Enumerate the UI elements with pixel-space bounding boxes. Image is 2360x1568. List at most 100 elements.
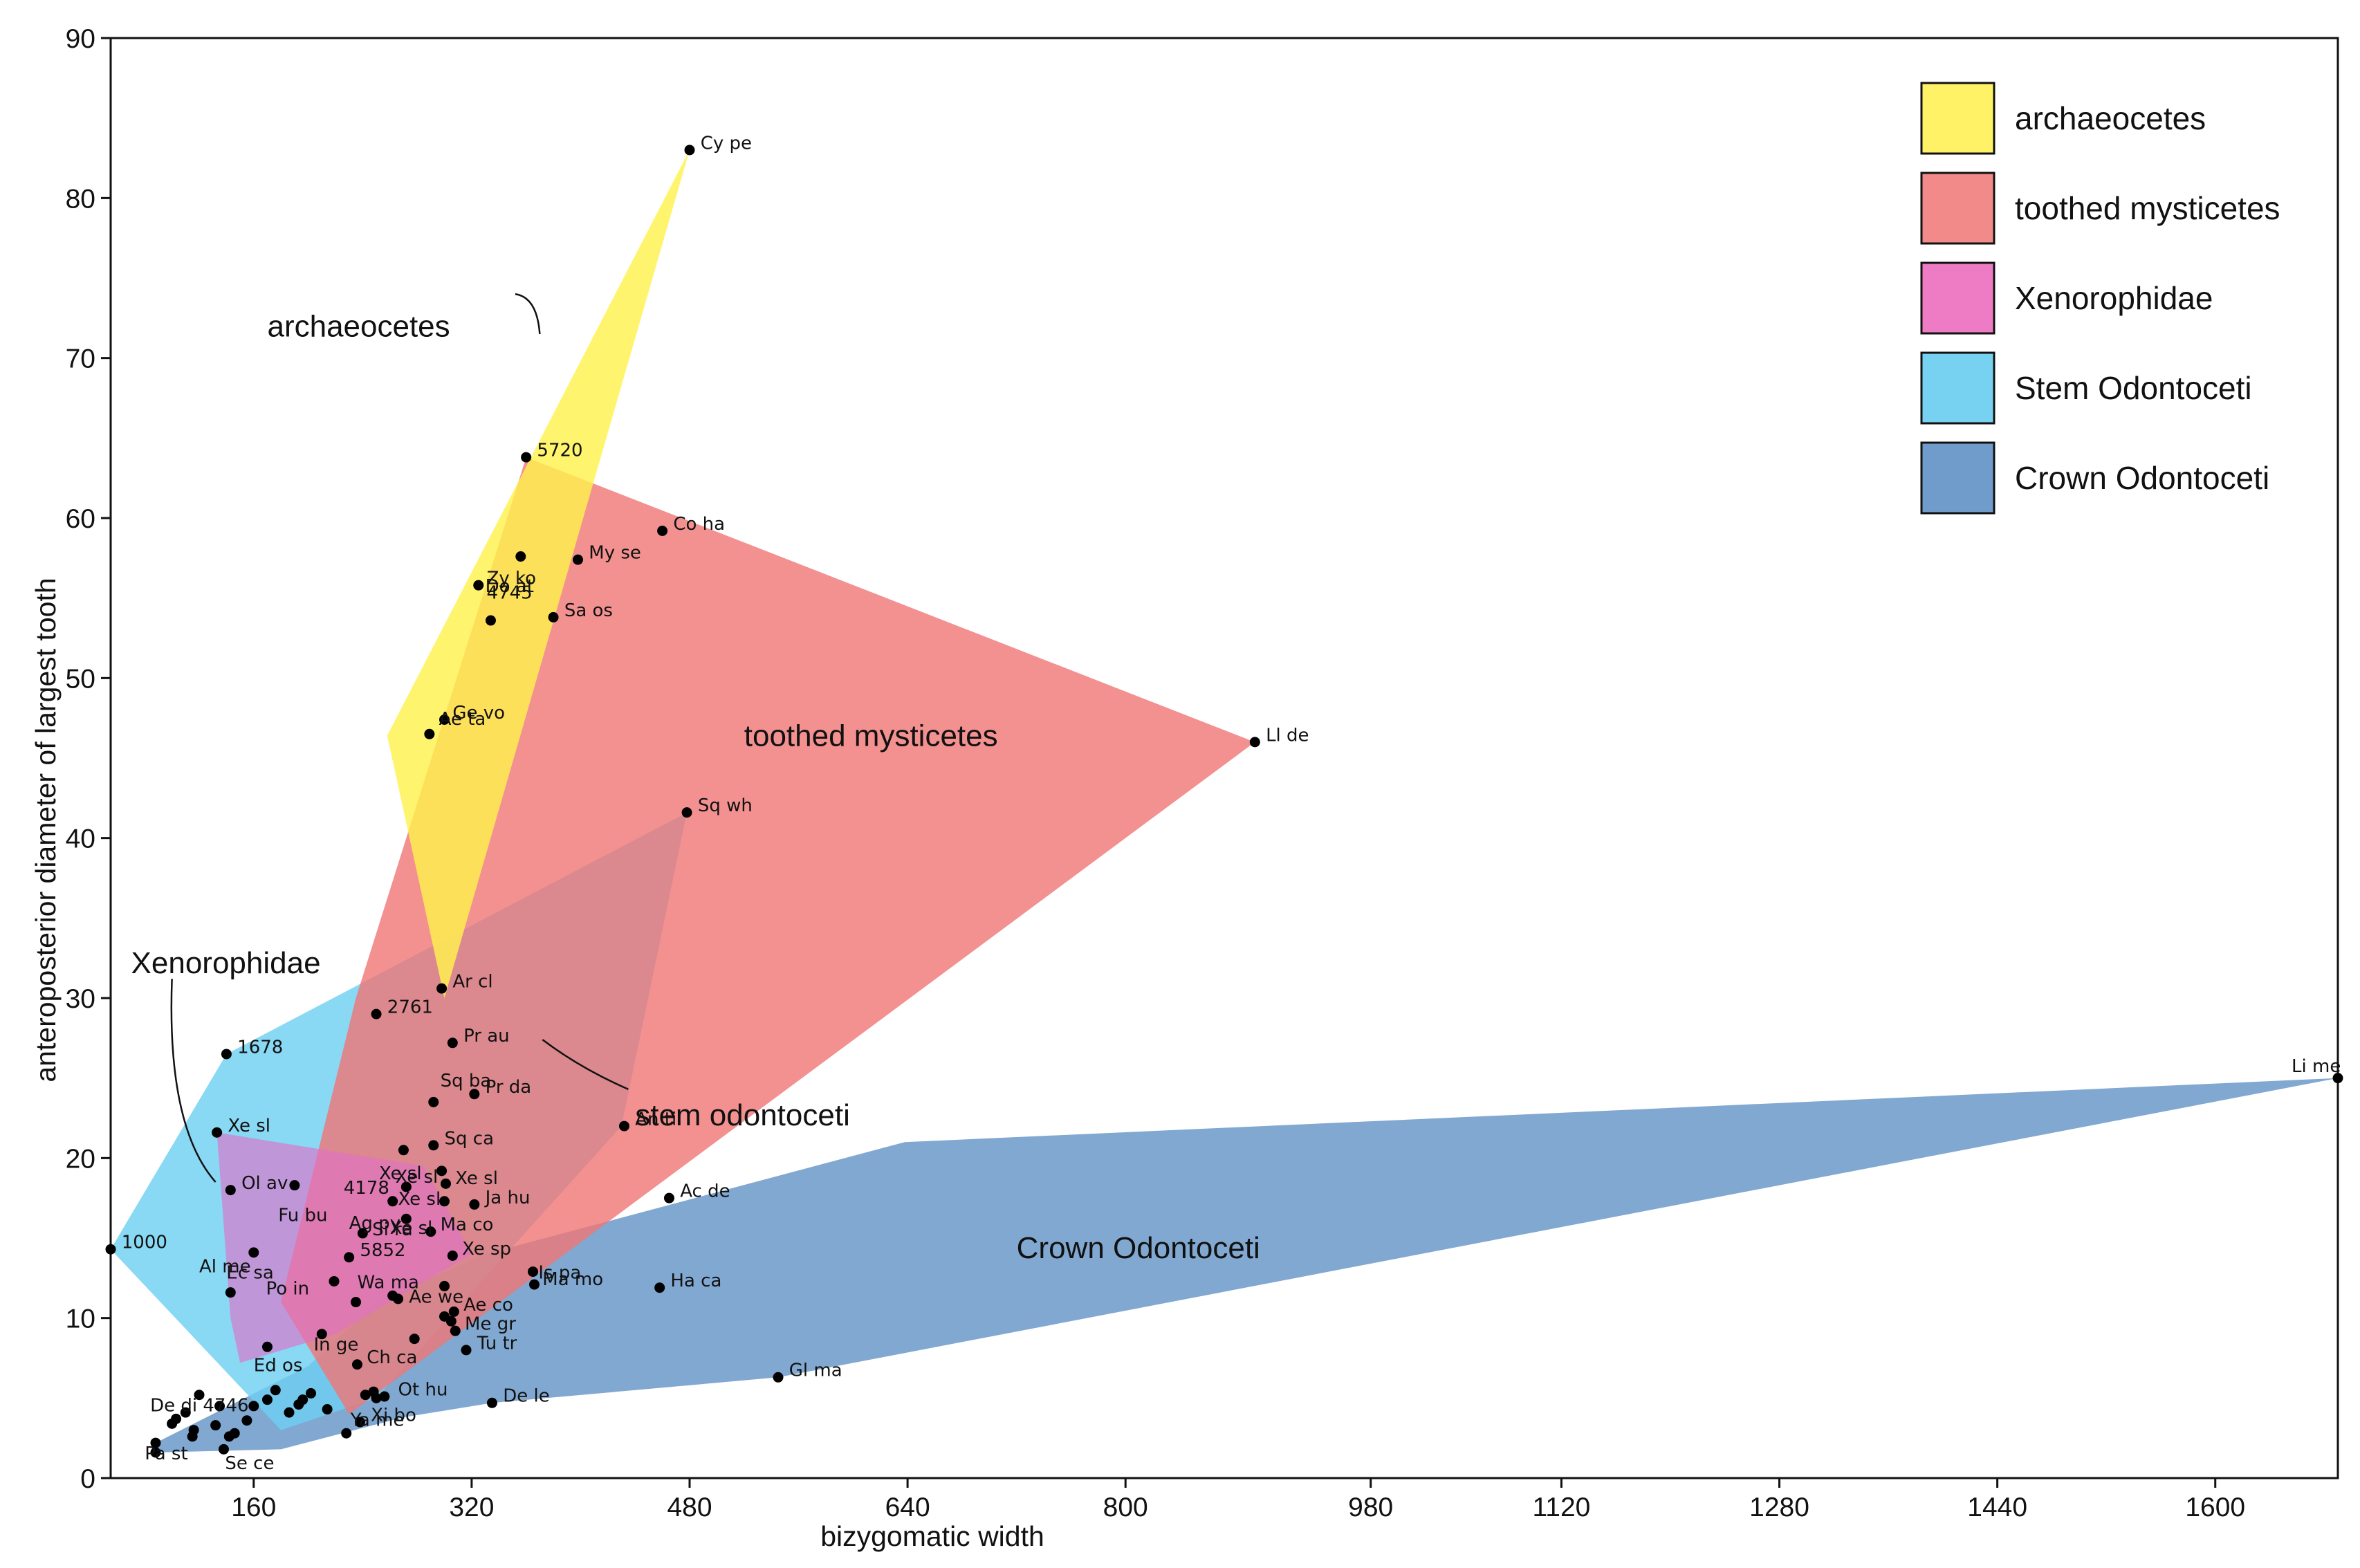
point-label-ch-ca: Ch ca bbox=[367, 1347, 417, 1368]
point-pa-st bbox=[150, 1437, 161, 1448]
point-label-cy-pe: Cy pe bbox=[701, 133, 752, 154]
point-label-se-ce: Se ce bbox=[225, 1453, 274, 1474]
point-label-xe-sl: Xe sl bbox=[455, 1168, 498, 1189]
point-xe-sl bbox=[212, 1127, 223, 1138]
point-label-xe-sl: Xe sl bbox=[228, 1116, 270, 1136]
point-si-ra bbox=[357, 1228, 368, 1239]
point-1678 bbox=[221, 1049, 232, 1060]
y-axis-title: anteroposterior diameter of largest toot… bbox=[30, 578, 62, 1082]
legend-label-stem-odontoceti: Stem Odontoceti bbox=[2015, 370, 2252, 406]
point-label-is-pa: Is pa bbox=[538, 1263, 581, 1284]
x-tick-label: 480 bbox=[667, 1493, 712, 1522]
point-label-ac-de: Ac de bbox=[680, 1181, 730, 1202]
x-tick-label: 320 bbox=[449, 1493, 494, 1522]
point-pr-au bbox=[447, 1037, 458, 1049]
point bbox=[360, 1390, 371, 1401]
legend-swatch-xenorophidae bbox=[1920, 261, 1995, 335]
point-xe-sl bbox=[436, 1165, 448, 1177]
point-al-me bbox=[248, 1247, 259, 1258]
hull-crown-odontoceti bbox=[156, 1078, 2338, 1452]
plot-frame bbox=[109, 37, 2339, 1479]
annotation-leader-line bbox=[542, 1039, 629, 1091]
legend-swatch-toothed-mysticetes bbox=[1920, 172, 1995, 245]
point-ma-co bbox=[425, 1226, 436, 1237]
point-de-le bbox=[486, 1397, 497, 1408]
point-pr-da bbox=[469, 1089, 480, 1100]
point-sa-os bbox=[548, 611, 559, 622]
point-ja-hu bbox=[469, 1199, 480, 1210]
point-label-ae-co: Ae co bbox=[463, 1295, 513, 1316]
point-label-sq-ca: Sq ca bbox=[445, 1128, 495, 1149]
point bbox=[171, 1413, 182, 1424]
legend: archaeocetes toothed mysticetes Xenorophid… bbox=[1920, 82, 2280, 515]
point bbox=[241, 1415, 252, 1426]
point-tu-tr bbox=[461, 1345, 472, 1356]
point bbox=[214, 1401, 225, 1412]
point-label-zy-ko: Zy ko bbox=[487, 569, 537, 589]
point-wa-ma bbox=[350, 1297, 361, 1308]
legend-swatch-stem-odontoceti bbox=[1920, 351, 1995, 425]
hull-layer bbox=[111, 149, 2338, 1452]
x-tick-label: 800 bbox=[1103, 1493, 1148, 1522]
point-label-1678: 1678 bbox=[237, 1037, 283, 1058]
point-ed-os bbox=[261, 1341, 273, 1352]
point-se-ce bbox=[218, 1444, 229, 1455]
point-ch-ca bbox=[351, 1359, 362, 1370]
point-is-pa bbox=[528, 1279, 540, 1290]
plot-border bbox=[109, 37, 2339, 1479]
point bbox=[248, 1401, 259, 1412]
point-xe-sl bbox=[398, 1145, 409, 1156]
point-label-1000: 1000 bbox=[122, 1233, 167, 1253]
point-my-se bbox=[573, 554, 584, 565]
point-label-ja-hu: Ja hu bbox=[484, 1188, 531, 1208]
point-label-me-gr: Me gr bbox=[465, 1314, 516, 1335]
y-tick-label: 70 bbox=[66, 344, 95, 374]
x-tick-label: 1440 bbox=[1967, 1493, 2027, 1522]
point bbox=[371, 1392, 382, 1403]
point-ae-ta bbox=[424, 728, 435, 739]
point-label-ag-py: Ag py bbox=[349, 1213, 400, 1234]
point-ar-cl bbox=[436, 983, 448, 994]
point-label-co-ha: Co ha bbox=[673, 514, 725, 535]
point bbox=[284, 1407, 295, 1418]
point-label-gl-ma: Gl ma bbox=[789, 1361, 842, 1381]
legend-swatch-archaeocetes bbox=[1920, 82, 1995, 155]
points-layer bbox=[105, 145, 2343, 1458]
point-label-xe-sl: Xe sl bbox=[396, 1167, 439, 1188]
annotation-toothed-mysticetes: toothed mysticetes bbox=[744, 719, 998, 753]
point-label-ya-me: Ya me bbox=[350, 1410, 405, 1430]
legend-label-xenorophidae: Xenorophidae bbox=[2015, 280, 2213, 316]
point-label-5720: 5720 bbox=[537, 441, 582, 461]
point-label-my-se: My se bbox=[589, 543, 641, 564]
point-sq-ba bbox=[428, 1096, 439, 1107]
point-ma-mo bbox=[528, 1266, 539, 1278]
point-4178 bbox=[400, 1181, 412, 1192]
point-label-tu-tr: Tu tr bbox=[477, 1333, 517, 1354]
point-ec-sa bbox=[225, 1287, 236, 1298]
point bbox=[322, 1404, 333, 1415]
y-tick-label: 80 bbox=[66, 184, 95, 214]
point-ha-ca bbox=[654, 1282, 665, 1293]
point-label-si-ra: Si ra bbox=[372, 1219, 413, 1240]
point-5720 bbox=[521, 452, 532, 463]
point-label-xe-sl: Xe sl bbox=[379, 1163, 422, 1184]
point-label-ae-ta: Ae ta bbox=[439, 709, 486, 730]
point-po-in bbox=[329, 1275, 340, 1286]
point bbox=[188, 1425, 199, 1436]
point-label-2761: 2761 bbox=[387, 997, 433, 1018]
point-de-di-4746 bbox=[194, 1390, 205, 1401]
point-label-fu-bu: Fu bu bbox=[278, 1205, 327, 1226]
point-label-5852: 5852 bbox=[360, 1240, 405, 1261]
point-label-de-di-4746: De di 4746 bbox=[150, 1396, 248, 1417]
point-fu-bu bbox=[289, 1180, 300, 1191]
point-gl-ma bbox=[773, 1372, 784, 1383]
y-tick-label: 90 bbox=[66, 24, 95, 54]
point bbox=[409, 1334, 420, 1345]
point-xe-sp bbox=[447, 1250, 458, 1261]
point-label-de-le: De le bbox=[503, 1386, 550, 1407]
y-tick-label: 0 bbox=[80, 1464, 95, 1494]
point-label-4745: 4745 bbox=[487, 582, 533, 603]
x-tick-label: 980 bbox=[1348, 1493, 1393, 1522]
legend-label-toothed-mysticetes: toothed mysticetes bbox=[2015, 190, 2280, 226]
